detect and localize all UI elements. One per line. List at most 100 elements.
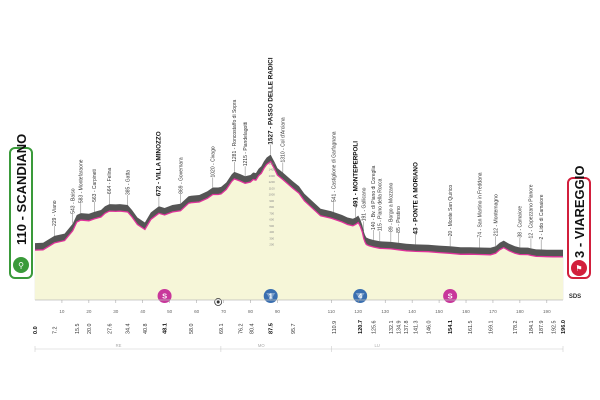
finish-box [567,177,591,279]
axis-tick-label: 140 [408,309,416,314]
km-mark: 0.0 [33,326,39,334]
axis-tick-label: 30 [113,309,119,314]
peak-label: 2 - Lido di Camaiore [539,194,545,239]
start-altitude: 110 [14,224,29,245]
peak-label: 12 - Capezzano Pianore [529,184,535,238]
peak-label: 869 - Governara [178,157,184,194]
elevation-labels: 1500 1400 1300 1200 1100 1000 900 800 700 600 500 4… [269,161,276,246]
finish-flag-icon [571,260,587,276]
axis-tick-label: 20 [86,309,92,314]
axis-ticks: 10 20 30 40 50 60 70 80 90 110 120 130 140 150 160 170 1… [59,300,551,314]
cyclist-icon-start [13,257,29,273]
elevation-tick: 1200 [269,180,276,184]
elevation-tick: 800 [269,205,274,209]
km-mark: 184.1 [529,321,535,335]
badge-label: S [448,292,453,301]
region-label: MO [258,343,265,348]
peak-label: 43 - PONTE A MORIANO [412,162,419,234]
peak-label: 1281 - Roncostaffo di Sopra [232,99,238,161]
axis-tick-label: 130 [381,309,389,314]
km-mark: 27.6 [107,324,113,335]
start-endpoint: 110 - SCANDIANO ⚲ [9,134,33,279]
flag-icon: ⚑ [575,264,582,273]
axis-tick-label: 80 [248,309,254,314]
peak-label: 563 - Carpineti [92,169,98,202]
km-mark: 76.2 [238,324,244,335]
peak-label: 140 - Bv. di Piano di Coreglia [371,165,377,230]
climb-badge-icon [263,289,278,303]
axis-tick-label: 40 [140,309,146,314]
axis-tick-label: 60 [194,309,200,314]
km-mark: 154.1 [448,320,454,334]
km-mark: 134.9 [396,321,402,335]
km-mark: 141.3 [414,321,420,335]
km-mark: 132.1 [389,321,395,335]
mountain-glyph-icon [355,293,365,300]
elevation-tick: 1300 [269,174,276,178]
elevation-tick: 900 [269,199,274,203]
peak-label: 664 - Felina [107,167,113,194]
km-mark: 58.0 [189,324,195,335]
peak-label: 1527 - PASSO DELLE RADICI [268,57,275,144]
km-mark: 7.2 [52,327,58,335]
mountain-glyph-icon [266,293,276,300]
regions: RE MO LU [34,343,564,352]
axis-tick-label: 180 [516,309,524,314]
km-mark: 20.0 [87,324,93,335]
sponsor-logo: SDS [569,294,581,300]
axis-tick-label: 90 [275,309,281,314]
sprint-badge-icon [443,289,458,303]
elevation-tick: 200 [269,243,274,247]
km-mark: 48.1 [163,323,169,334]
badge-label: 4 [358,292,363,301]
peak-label: 229 - Viano [52,200,58,226]
sprint-badge-icon [157,289,172,303]
peak-label: 85 - Pestino [396,206,402,233]
km-mark: 137.8 [404,321,410,335]
axis-tick-label: 190 [543,309,551,314]
profile-altitude-band [35,154,563,257]
km-mark: 192.5 [552,321,558,335]
km-mark: 80.4 [250,324,256,335]
finish-endpoint: 3 - VIAREGGIO ⚑ [567,166,591,279]
km-mark: 40.8 [143,324,149,335]
elevation-tick: 1000 [269,193,276,197]
peak-label: 74 - San Martino in Freddana [477,172,483,237]
elevation-tick: 300 [269,236,274,240]
elevation-tick: 1100 [269,186,275,190]
elevation-tick: 400 [269,230,274,234]
badges: S 1 4 S [157,289,458,303]
axis-tick-label: 150 [435,309,443,314]
start-label: 110 - SCANDIANO [14,134,29,245]
elevation-tick: 500 [269,224,274,228]
axis-tick-label: 10 [59,309,65,314]
axis-tick-label: 160 [462,309,470,314]
badge-label: 1 [269,292,273,301]
profile-fill [35,161,563,300]
km-mark: 69.1 [219,324,225,335]
km-mark: 120.7 [358,320,364,334]
peak-label: 541 - Castiglione di Garfagnana [332,131,338,202]
km-mark: 146.0 [426,321,432,335]
start-box [9,147,33,279]
km-mark: 196.0 [561,320,567,334]
km-mark: 95.7 [291,324,297,335]
axis-tick-label: 50 [167,309,173,314]
elevation-tick: 600 [269,218,274,222]
elevation-tick: 1400 [269,168,276,172]
km-mark: 34.4 [126,324,132,335]
peak-label: 385 - Gatta [125,170,131,195]
elevation-tick: 1500 [269,161,276,165]
climb-badge-icon [353,289,368,303]
axis-tick-label: 120 [354,309,362,314]
region-label: RE [116,343,122,348]
km-mark: 15.5 [75,324,81,335]
axis-tick-label: 110 [328,309,336,314]
peak-lines [54,144,542,250]
peak-label: 89 - Borgo a Mozzano [389,182,395,231]
peak-label: 1020 - Civago [211,146,217,177]
peak-label: 543 - Baiso [71,188,77,214]
km-mark: 110.9 [332,321,338,334]
peak-label: 191 - Gallicano [361,187,367,221]
peak-label: 583 - Montefaraone [79,159,85,203]
